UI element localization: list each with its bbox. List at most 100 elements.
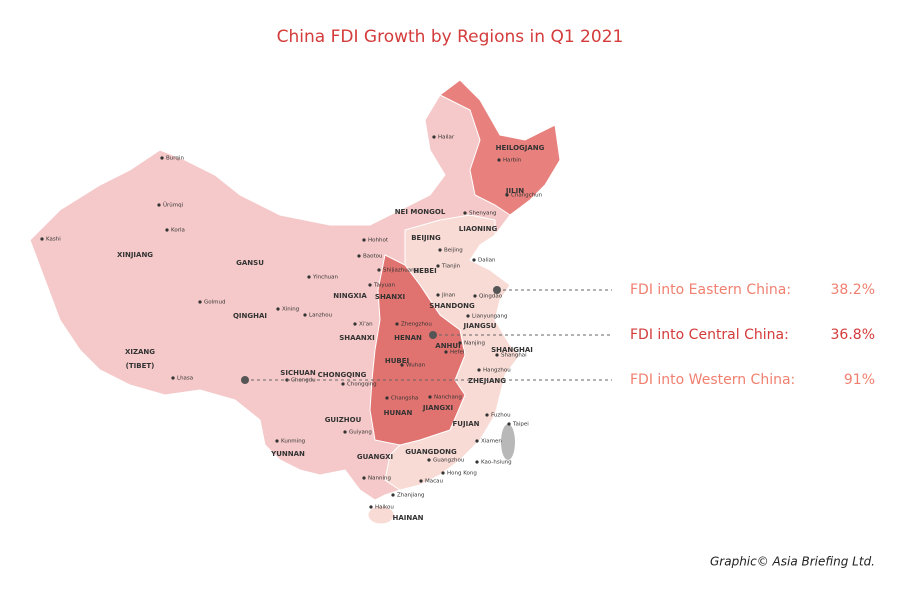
region-label: HUNAN [384,409,413,417]
city-dot [275,439,279,443]
city-dot [343,430,347,434]
city-label: Lanzhou [309,313,332,319]
city-label: Korla [171,228,185,234]
city-dot [303,313,307,317]
region-label: SHANDONG [429,302,475,310]
city-label: Macau [425,479,443,485]
region-label: SHAANXI [339,334,375,342]
city-dot [428,395,432,399]
region-label: ANHUI [435,342,460,350]
city-dot [357,254,361,258]
city-dot [438,248,442,252]
city-dot [395,322,399,326]
city-dot [341,382,345,386]
region-label: QINGHAI [233,312,267,320]
city-dot [505,193,509,197]
city-dot [475,460,479,464]
city-label: Beijing [444,248,463,254]
city-label: Taiyuan [373,283,395,289]
city-label: Zhengzhou [401,322,432,328]
city-dot [441,471,445,475]
city-label: Kashi [46,237,61,243]
city-label: Fuzhou [491,413,511,419]
city-dot [475,439,479,443]
city-label: Yinchuan [312,275,339,281]
region-label: SICHUAN [280,369,316,377]
region-label: (TIBET) [126,362,155,370]
city-label: Chengdu [291,378,316,384]
city-dot [419,479,423,483]
region-label: HEILOGJANG [496,144,545,152]
city-dot [400,363,404,367]
city-dot [369,505,373,509]
city-label: Tianjin [441,264,461,270]
city-dot [368,283,372,287]
city-label: Chongqing [347,382,377,388]
city-label: Shenyang [469,211,496,217]
city-dot [385,396,389,400]
callout-value: 36.8% [831,327,875,343]
credit: Graphic© Asia Briefing Ltd. [710,555,875,569]
city-label: Harbin [503,158,522,164]
city-label: Shanghai [501,353,527,359]
city-dot [463,211,467,215]
region-label: HUBEI [385,357,409,365]
labels: HEILOGJANG JILIN LIAONING NEI MONGOL XINJIAN… [40,135,545,522]
city-label: Lhasa [177,376,193,382]
city-dot [507,422,511,426]
city-dot [353,322,357,326]
region-label: HEBEI [413,267,436,275]
region-label: HAINAN [392,514,423,522]
region-label: XIZANG [125,348,155,356]
city-label: Lianyungang [472,314,508,320]
city-dot [444,350,448,354]
city-dot [157,203,161,207]
region-label: GANSU [236,259,264,267]
city-dot [362,238,366,242]
callout-label: FDI into Eastern China: [630,282,791,298]
hainan-island [367,505,395,525]
callout-dot [493,286,501,294]
city-label: Xining [282,307,299,313]
city-dot [391,493,395,497]
city-label: Xi'an [359,322,373,328]
region-label: JILIN [505,187,524,195]
city-label: Kunming [281,439,305,445]
city-dot [436,264,440,268]
city-label: Changchun [511,193,543,199]
city-label: Baotou [363,254,383,260]
region-label: BEIJING [411,234,441,242]
region-label: FUJIAN [453,420,480,428]
region-label: NEI MONGOL [395,208,446,216]
region-label: JIANGXI [422,404,453,412]
title: China FDI Growth by Regions in Q1 2021 [277,27,624,47]
callout-label: FDI into Western China: [630,372,795,388]
region-label: ZHEJIANG [468,377,506,385]
city-label: Wuhan [406,363,426,369]
city-dot [165,228,169,232]
region-label: JIANGSU [463,322,497,330]
city-dot [362,476,366,480]
region-label: XINJIANG [117,251,153,259]
city-label: Shijiazhuang [383,268,418,274]
taiwan-island [501,424,515,460]
city-label: Hailar [438,135,455,141]
city-dot [472,258,476,262]
city-label: Ürümqi [163,202,184,209]
city-label: Guangzhou [433,458,464,464]
city-dot [477,368,481,372]
city-label: Haikou [375,505,394,511]
callout-dot [429,331,437,339]
region-label: SHANXI [375,293,405,301]
region-label: LIAONING [459,225,498,233]
city-label: Taipei [512,422,529,428]
callout-value: 91% [844,372,875,388]
city-dot [307,275,311,279]
city-dot [427,458,431,462]
map [29,79,561,525]
city-label: Hohhot [368,238,389,244]
city-label: Nanjing [464,341,485,347]
callout-label: FDI into Central China: [630,327,789,343]
